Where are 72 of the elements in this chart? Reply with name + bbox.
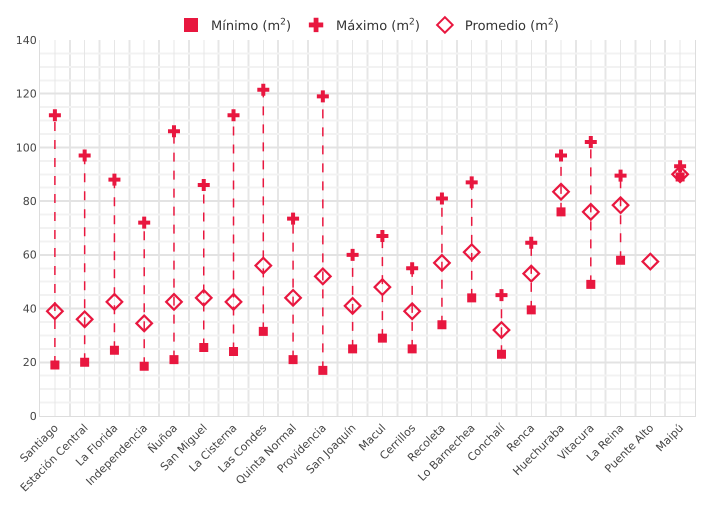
legend-label: Máximo (m$^{2}$) <box>336 18 420 34</box>
point <box>288 355 298 364</box>
point <box>522 264 540 283</box>
point <box>316 90 329 102</box>
point <box>318 366 328 375</box>
point <box>199 343 208 352</box>
point <box>50 360 60 370</box>
y-tick-label: 100 <box>16 141 37 154</box>
legend-label: Mínimo (m$^{2}$) <box>211 18 292 34</box>
point <box>284 288 302 307</box>
point <box>168 125 180 138</box>
point <box>408 344 417 354</box>
legend-label: Promedio (m$^{2}$) <box>464 18 559 34</box>
point <box>46 302 64 320</box>
point <box>492 321 510 339</box>
point <box>344 296 362 315</box>
point <box>80 358 90 367</box>
point <box>586 280 596 289</box>
point <box>552 182 570 201</box>
point <box>346 248 359 261</box>
point <box>165 292 183 311</box>
y-tick-label: 80 <box>22 194 37 208</box>
point <box>462 243 481 262</box>
point <box>612 196 630 214</box>
point <box>138 216 150 229</box>
point <box>194 288 213 307</box>
point <box>224 292 242 311</box>
point <box>406 262 418 274</box>
point <box>314 267 332 286</box>
point <box>496 350 506 359</box>
point <box>436 192 448 204</box>
point <box>348 344 358 354</box>
point <box>198 179 210 192</box>
point <box>614 170 627 182</box>
point <box>495 289 508 302</box>
point <box>555 149 568 162</box>
point <box>254 256 272 274</box>
point <box>228 109 240 122</box>
point <box>110 346 119 355</box>
point <box>257 84 270 96</box>
point <box>258 326 268 336</box>
point <box>76 310 94 328</box>
point <box>466 176 478 188</box>
point <box>378 334 387 343</box>
y-tick-label: 60 <box>22 248 37 262</box>
point <box>437 320 446 330</box>
point <box>135 314 154 332</box>
point <box>525 236 538 249</box>
y-tick-label: 0 <box>30 410 37 423</box>
y-tick-label: 20 <box>22 356 37 370</box>
point <box>616 256 626 265</box>
point <box>584 136 597 148</box>
point <box>229 347 238 356</box>
y-tick-label: 140 <box>16 34 37 47</box>
point <box>108 174 120 186</box>
point <box>526 305 536 314</box>
point <box>169 355 178 364</box>
y-tick-label: 40 <box>22 302 37 316</box>
point <box>287 212 300 225</box>
point <box>376 230 388 242</box>
point <box>106 292 124 311</box>
point <box>140 362 149 371</box>
point <box>467 293 476 302</box>
point <box>48 109 61 122</box>
point <box>403 302 422 320</box>
point <box>582 202 600 221</box>
point <box>433 254 451 272</box>
point <box>373 278 392 296</box>
y-tick-label: 120 <box>16 88 37 101</box>
point <box>78 149 91 162</box>
point <box>641 252 660 270</box>
point <box>556 207 566 216</box>
